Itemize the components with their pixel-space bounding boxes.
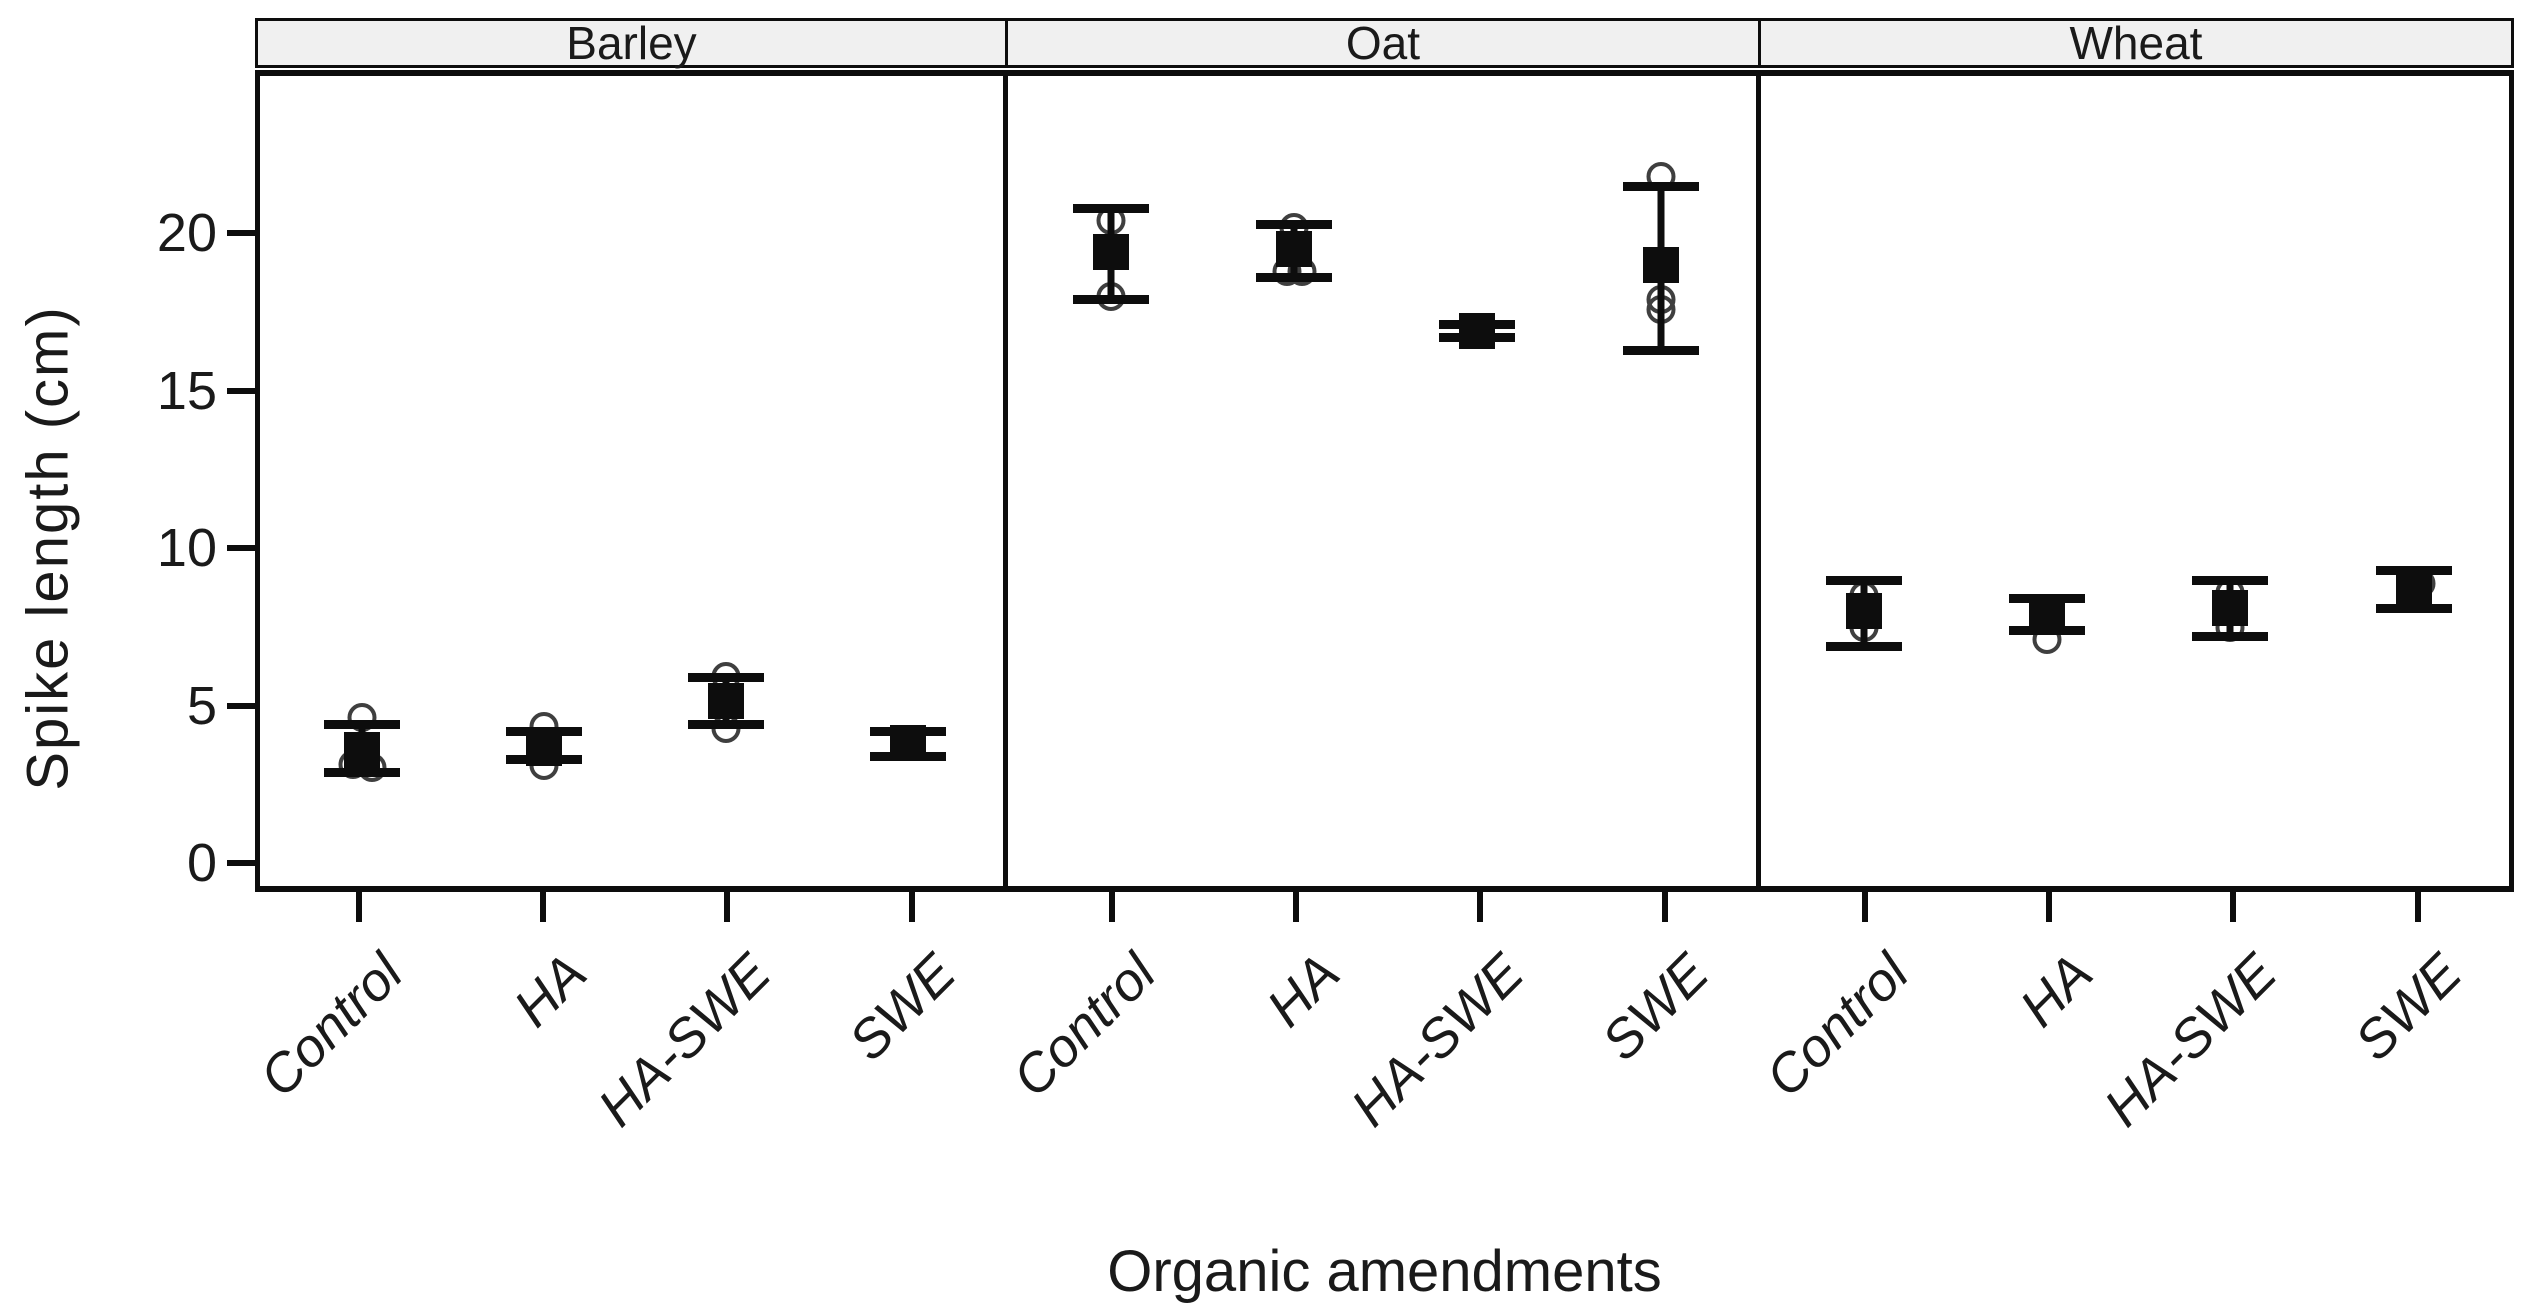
mean-marker <box>1459 312 1496 349</box>
errorbar-cap-lower <box>1072 295 1149 305</box>
x-tick <box>1477 892 1484 922</box>
mean-marker <box>526 730 563 767</box>
errorbar-cap-upper <box>2375 566 2452 576</box>
y-tick <box>227 545 255 551</box>
facet-panel-wheat: Wheat Control HA HA-SWE SWE <box>1754 17 2514 1230</box>
mean-marker <box>1845 593 1882 629</box>
panels-container: Barley Control HA HA-SWE SWE Oat Control HA HA-S… <box>248 17 2514 1230</box>
x-tick <box>724 892 731 922</box>
x-axis: Control HA HA-SWE SWE <box>1001 892 1761 1230</box>
errorbar-cap-lower <box>688 720 765 730</box>
x-tick <box>908 892 915 922</box>
errorbar-cap-upper <box>1256 219 1333 229</box>
x-tick <box>355 892 362 922</box>
x-axis-title: Organic amendments <box>1107 1239 1662 1304</box>
errorbar-cap-lower <box>2192 632 2269 642</box>
errorbar-cap-upper <box>2192 575 2269 585</box>
errorbar-cap-upper <box>1072 203 1149 213</box>
mean-marker <box>708 682 745 719</box>
y-tick-label: 5 <box>186 675 217 736</box>
mean-marker <box>2212 589 2249 626</box>
x-tick <box>2045 892 2052 922</box>
facet-strip-label: Barley <box>255 17 1008 69</box>
y-tick-label: 10 <box>156 518 217 578</box>
y-tick-label: 0 <box>186 833 217 893</box>
errorbar-cap-lower <box>2375 603 2452 613</box>
mean-marker <box>2395 570 2432 607</box>
x-axis: Control HA HA-SWE SWE <box>1754 892 2514 1230</box>
errorbar-cap-lower <box>1256 273 1333 283</box>
errorbar-cap-upper <box>324 720 401 730</box>
x-tick <box>2230 892 2237 922</box>
y-tick <box>227 230 255 236</box>
x-tick <box>1108 892 1115 922</box>
mean-marker <box>1642 246 1679 283</box>
x-tick <box>2414 892 2421 922</box>
mean-marker <box>1276 230 1313 267</box>
facet-strip-label: Oat <box>1007 17 1761 69</box>
x-tick <box>1861 892 1868 922</box>
x-axis: Control HA HA-SWE SWE <box>248 892 1008 1230</box>
mean-marker <box>344 731 381 768</box>
panel-plot-area <box>1760 70 2514 892</box>
y-tick <box>227 860 255 866</box>
y-tick-label: 15 <box>156 360 217 421</box>
errorbar-cap-lower <box>1622 345 1699 355</box>
panel-plot-area <box>1007 70 1761 892</box>
mean-marker <box>1092 233 1129 270</box>
panel-plot-area <box>255 70 1008 892</box>
mean-marker <box>2029 596 2066 633</box>
mean-marker <box>890 725 927 762</box>
facet-panel-oat: Oat Control HA HA-SWE SWE <box>1001 17 1761 1230</box>
errorbar-cap-lower <box>1825 641 1902 651</box>
x-tick <box>1293 892 1299 922</box>
x-tick <box>1661 892 1668 922</box>
y-axis: 0 5 10 15 20 <box>0 0 255 1312</box>
errorbar-cap-lower <box>324 767 401 777</box>
y-tick <box>227 387 255 394</box>
x-tick <box>540 892 547 922</box>
errorbar-cap-upper <box>1825 575 1902 585</box>
errorbar-cap-upper <box>688 673 765 683</box>
errorbar-cap-upper <box>1622 181 1699 191</box>
y-tick <box>227 702 255 709</box>
facet-panel-barley: Barley Control HA HA-SWE SWE <box>248 17 1008 1230</box>
facet-strip-label: Wheat <box>1760 17 2514 69</box>
y-tick-label: 20 <box>156 203 217 263</box>
